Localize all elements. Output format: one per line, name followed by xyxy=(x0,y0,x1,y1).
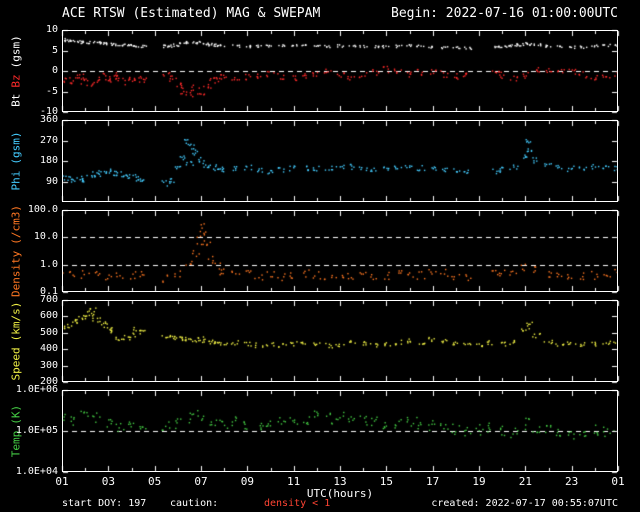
x-tick-label: 07 xyxy=(194,475,208,488)
y-tick-label: 5 xyxy=(51,44,58,56)
panel-frame-speed xyxy=(62,300,618,382)
x-tick-label: 19 xyxy=(472,475,486,488)
y-tick-label: 90 xyxy=(45,175,58,187)
x-tick-label: 21 xyxy=(518,475,532,488)
panel-frame-bt-bz xyxy=(62,30,618,112)
panel-frame-temp xyxy=(62,390,618,472)
y-tick-label: 300 xyxy=(39,359,58,371)
panel-frame-density xyxy=(62,210,618,292)
plot-title: ACE RTSW (Estimated) MAG & SWEPAM xyxy=(62,6,321,21)
x-tick-label: 13 xyxy=(333,475,347,488)
y-tick-label: 1.0E+05 xyxy=(15,425,58,436)
y-axis-label-part: (K) xyxy=(9,404,23,425)
panel-frame-phi xyxy=(62,120,618,202)
title-bar: ACE RTSW (Estimated) MAG & SWEPAM Begin:… xyxy=(62,6,618,21)
y-tick-label: 10.0 xyxy=(33,231,58,243)
y-tick-label: 600 xyxy=(39,310,58,322)
y-tick-label: 180 xyxy=(39,155,58,166)
y-tick-label: 10 xyxy=(45,24,58,35)
y-tick-label: -5 xyxy=(45,85,58,97)
begin-time: Begin: 2022-07-16 01:00:00UTC xyxy=(391,6,618,21)
x-tick-label: 09 xyxy=(240,475,254,488)
footer-created: created: 2022-07-17 00:55:07UTC xyxy=(431,498,618,509)
footer-caution-value: density < 1 xyxy=(264,498,331,509)
y-tick-label: 400 xyxy=(39,343,58,355)
x-tick-label: 01 xyxy=(611,475,625,488)
y-tick-label: 270 xyxy=(39,134,58,146)
footer-caution-label: caution: xyxy=(170,498,219,509)
x-tick-label: 05 xyxy=(148,475,162,488)
x-tick-label: 01 xyxy=(55,475,69,488)
footer-start-doy: start DOY: 197 xyxy=(62,498,147,509)
y-tick-label: 500 xyxy=(39,326,58,338)
y-tick-label: 1.0 xyxy=(39,258,58,270)
y-tick-label: 1.0E+06 xyxy=(15,384,58,395)
x-tick-label: 23 xyxy=(565,475,579,488)
y-tick-label: 0 xyxy=(51,65,58,76)
y-tick-label: 100.0 xyxy=(27,204,58,215)
x-tick-label: 03 xyxy=(101,475,115,488)
y-tick-label: 700 xyxy=(39,294,58,305)
x-tick-label: 17 xyxy=(426,475,440,488)
x-tick-label: 11 xyxy=(287,475,301,488)
y-tick-label: 360 xyxy=(39,114,58,125)
x-tick-label: 15 xyxy=(379,475,393,488)
